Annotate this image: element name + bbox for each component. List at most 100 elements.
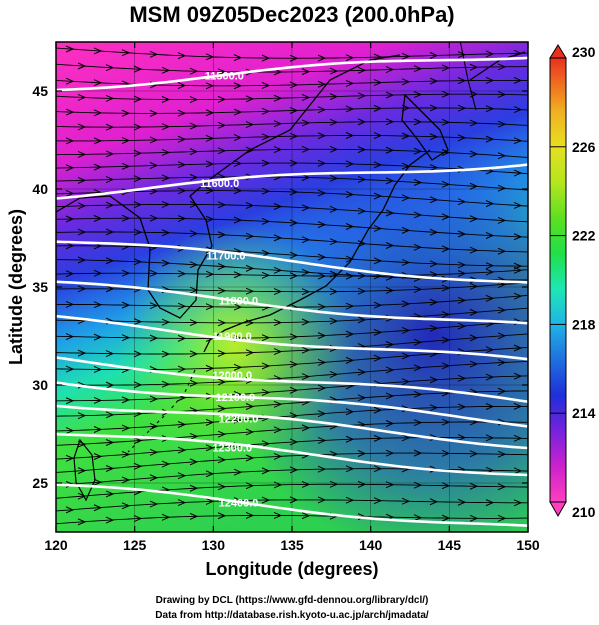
- wind-arrowhead: [289, 272, 299, 280]
- wind-arrowhead: [329, 317, 339, 325]
- wind-arrowhead: [105, 490, 115, 498]
- wind-arrowhead: [161, 123, 171, 131]
- wind-arrowhead: [245, 287, 255, 295]
- wind-arrowhead: [289, 132, 299, 140]
- wind-arrowhead: [233, 108, 243, 116]
- colorbar-top-extension: [549, 44, 567, 59]
- wind-arrowhead: [457, 270, 467, 277]
- wind-arrowhead: [121, 334, 131, 342]
- wind-arrowhead: [77, 62, 87, 70]
- wind-arrowhead: [93, 504, 103, 512]
- wind-arrowhead: [317, 410, 327, 418]
- wind-arrowhead: [345, 330, 355, 338]
- wind-arrowhead: [429, 404, 439, 412]
- wind-arrowhead: [121, 162, 131, 170]
- wind-arrowhead: [177, 499, 187, 507]
- streamline: [56, 437, 528, 460]
- wind-arrowhead: [441, 336, 451, 344]
- wind-arrowhead: [273, 120, 283, 128]
- wind-arrowhead: [385, 341, 395, 348]
- streamline: [56, 360, 528, 386]
- wind-arrowhead: [245, 202, 255, 209]
- wind-arrowhead: [485, 200, 495, 208]
- wind-arrowhead: [261, 82, 271, 89]
- colorbar-gradient: [549, 57, 567, 503]
- wind-arrowhead: [93, 333, 103, 341]
- x-tick-label: 140: [359, 537, 383, 553]
- wind-arrowhead: [469, 308, 479, 316]
- wind-arrowhead: [161, 350, 171, 358]
- wind-arrowhead: [133, 258, 143, 266]
- wind-arrowhead: [289, 54, 299, 62]
- wind-arrowhead: [301, 424, 311, 432]
- streamline: [56, 203, 528, 223]
- streamline: [56, 483, 528, 499]
- wind-arrowhead: [177, 52, 187, 60]
- wind-arrowhead: [105, 465, 115, 472]
- wind-arrowhead: [121, 451, 131, 458]
- wind-arrowhead: [513, 76, 523, 84]
- contour-label: 12400.0: [219, 498, 259, 510]
- wind-arrowhead: [441, 213, 451, 221]
- wind-arrowhead: [289, 360, 299, 368]
- streamline: [56, 468, 528, 486]
- wind-arrowhead: [373, 301, 383, 309]
- streamline: [56, 452, 528, 473]
- wind-arrowhead: [205, 109, 215, 117]
- x-tick-label: 120: [44, 537, 68, 553]
- wind-arrowhead: [469, 360, 479, 368]
- wind-arrowhead: [469, 150, 479, 158]
- contour-label: 11500.0: [205, 70, 244, 82]
- wind-arrowhead: [429, 298, 439, 306]
- wind-arrowhead: [469, 514, 479, 522]
- colorbar-tick-label: 222: [572, 228, 596, 244]
- wind-arrowhead: [105, 150, 115, 158]
- wind-arrowhead: [121, 424, 131, 432]
- wind-arrowhead: [149, 422, 159, 430]
- wind-arrowhead: [385, 118, 395, 126]
- wind-arrowhead: [177, 302, 187, 310]
- wind-arrowhead: [429, 133, 439, 141]
- wind-arrowhead: [77, 440, 87, 448]
- wind-arrowhead: [177, 421, 187, 428]
- wind-arrowhead: [385, 366, 395, 374]
- colorbar-bottom-extension: [549, 501, 567, 518]
- wind-arrowhead: [345, 465, 355, 473]
- streamline: [56, 307, 528, 324]
- wind-arrowhead: [121, 109, 131, 117]
- wind-arrowhead: [401, 300, 411, 308]
- wind-arrowhead: [457, 374, 467, 382]
- colorbar-tick-label: 226: [572, 139, 596, 155]
- wind-arrowhead: [77, 93, 87, 101]
- wind-arrowhead: [485, 232, 495, 239]
- wind-arrowhead: [441, 482, 451, 490]
- contour-label: 12300.0: [212, 443, 252, 455]
- wind-arrowhead: [177, 446, 187, 454]
- wind-arrowhead: [93, 269, 103, 277]
- wind-arrowhead: [513, 467, 523, 475]
- wind-arrowhead: [429, 376, 439, 384]
- wind-arrowhead: [373, 434, 383, 442]
- wind-arrowhead: [233, 187, 243, 195]
- streamline: [56, 93, 528, 101]
- wind-arrowhead: [345, 255, 355, 263]
- wind-arrowhead: [133, 350, 143, 358]
- wind-arrowhead: [497, 306, 507, 314]
- wind-arrowhead: [317, 54, 327, 62]
- wind-arrowhead: [161, 148, 171, 156]
- wind-arrowhead: [401, 434, 411, 442]
- wind-arrowhead: [161, 174, 171, 182]
- wind-arrowhead: [401, 194, 411, 202]
- wind-arrowhead: [149, 50, 159, 58]
- wind-arrowhead: [217, 95, 227, 103]
- wind-arrowhead: [301, 480, 311, 488]
- wind-arrowhead: [261, 217, 271, 225]
- wind-arrowhead: [93, 453, 103, 460]
- wind-arrowhead: [329, 93, 339, 101]
- wind-arrowhead: [149, 214, 159, 222]
- wind-arrowhead: [301, 93, 311, 101]
- wind-arrowhead: [65, 454, 75, 462]
- streamline: [56, 162, 528, 175]
- wind-arrowhead: [121, 396, 131, 404]
- wind-arrowhead: [161, 229, 171, 237]
